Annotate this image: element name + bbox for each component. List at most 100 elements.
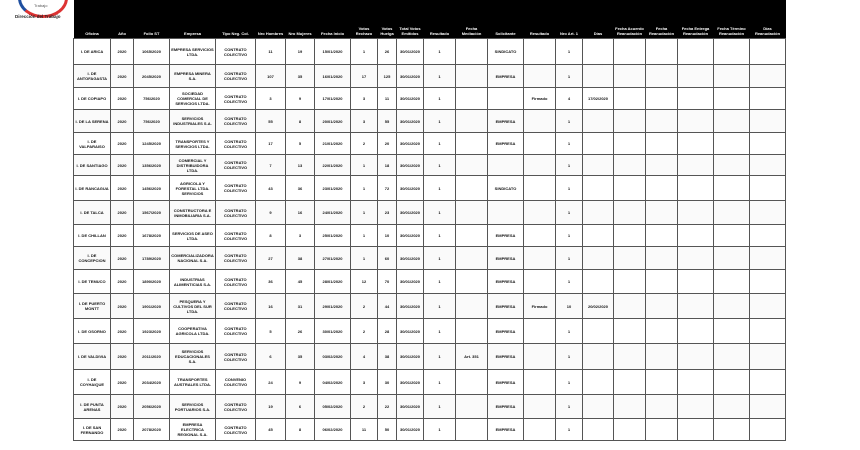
column-header: Nro Mujeres [285,0,315,39]
table-cell [677,394,714,419]
table-cell [582,175,614,201]
table-cell: SINDICATO [487,175,524,201]
table-cell: 5 [285,132,315,155]
table-cell: EMPRESA MINERA S.A. [169,64,216,88]
table-cell: 1 [555,38,583,65]
table-cell: 2020 [110,343,134,370]
table-cell: EMPRESA ELECTRICA REGIONAL S.A. [169,418,216,441]
table-cell: I. DE TALCA [73,200,111,225]
table-cell: 27 [255,246,286,270]
table-cell: 1 [423,269,456,294]
table-cell: 26 [285,318,315,344]
table-cell: 22/01/2020 [314,154,351,176]
table-cell [455,109,488,133]
table-cell: 1 [555,269,583,294]
table-cell: Firmado [523,293,556,319]
column-header: Días [582,0,614,39]
table-cell: 2020 [110,269,134,294]
table-cell: COMERCIAL Y DISTRIBUIDORA LTDA. [169,154,216,176]
table-cell: 38 [285,246,315,270]
column-header: Fecha Inicio [314,0,351,39]
table-cell: 06/02/2020 [314,418,351,441]
table-cell: 24 [255,369,286,395]
table-cell: 05/02/2020 [314,394,351,419]
table-cell: 107 [255,64,286,88]
table-cell: I. DE COYHAIQUE [73,369,111,395]
table-cell: 756/2020 [133,87,170,110]
table-cell: 30/01/2020 [396,64,424,88]
table-cell [645,109,678,133]
table-cell [455,246,488,270]
table-cell: I. DE CHILLAN [73,224,111,247]
table-cell [645,132,678,155]
column-header: Nro Hombres [255,0,286,39]
table-cell: 30/01/2020 [396,38,424,65]
table-cell: 23/01/2020 [314,175,351,201]
table-cell: CONTRATO COLECTIVO [215,318,256,344]
table-cell [455,132,488,155]
table-cell [582,109,614,133]
table-cell: SERVICIOS PORTUARIOS S.A. [169,394,216,419]
table-cell: 2020 [110,418,134,441]
table-cell: 24/01/2020 [314,200,351,225]
table-cell: 8 [285,109,315,133]
table-row: I. DE PUNTA ARENAS 2020 2056/2020 SERVICIOS… [73,394,786,419]
table-cell: I. DE OSORNO [73,318,111,344]
table-cell: 2020 [110,246,134,270]
table-cell: I. DE LA SERENA [73,109,111,133]
table-cell: 1356/2020 [133,154,170,176]
table-cell: 30/01/2020 [396,175,424,201]
table-cell: CONTRATO COLECTIVO [215,246,256,270]
table-cell: 20/02/2020 [582,293,614,319]
table-cell: 1 [555,343,583,370]
table-cell: 1 [423,293,456,319]
table-cell: 1 [423,246,456,270]
organization-name: Dirección del Trabajo [15,14,61,19]
column-header: Solicitante [487,0,524,39]
table-cell: 35 [285,343,315,370]
table-cell [749,224,786,247]
table-cell [523,394,556,419]
table-cell [455,224,488,247]
table-cell: 9 [285,369,315,395]
table-cell [455,269,488,294]
table-cell: 1 [555,394,583,419]
table-cell [645,87,678,110]
table-cell: 17 [255,132,286,155]
table-cell [613,87,646,110]
table-cell: 36 [255,269,286,294]
table-cell [613,200,646,225]
table-cell: SOCIEDAD COMERCIAL DE SERVICIOS LTDA. [169,87,216,110]
table-row: I. DE ANTOFAGASTA 2020 2045/2020 EMPRESA MI… [73,64,786,88]
table-cell [677,64,714,88]
table-cell: 1 [555,154,583,176]
table-cell [455,87,488,110]
table-cell [713,369,750,395]
table-cell: 1 [350,200,378,225]
table-cell: EMPRESA [487,132,524,155]
table-cell [713,293,750,319]
table-cell [523,224,556,247]
table-cell [582,200,614,225]
table-cell [455,369,488,395]
table-cell [677,87,714,110]
table-cell: 28/01/2020 [314,269,351,294]
table-cell: 1 [555,109,583,133]
table-row: I. DE SAN FERNANDO 2020 2078/2020 EMPRESA E… [73,418,786,441]
table-cell [749,64,786,88]
table-cell [749,132,786,155]
table-cell [613,132,646,155]
logo-text: Trabajo [34,3,48,8]
table-cell: 1 [555,64,583,88]
table-cell: 1 [423,224,456,247]
table-row: I. DE TALCA 2020 1567/2020 CONSTRUCTORA E I… [73,200,786,225]
table-cell [645,269,678,294]
table-cell: Firmado [523,87,556,110]
table-cell [582,394,614,419]
table-cell [582,154,614,176]
table-cell: 2011/2020 [133,343,170,370]
table-cell: 1 [423,418,456,441]
table-cell: 30/01/2020 [396,394,424,419]
table-cell: 30/01/2020 [396,418,424,441]
table-cell: TRANSPORTES Y SERVICIOS LTDA. [169,132,216,155]
